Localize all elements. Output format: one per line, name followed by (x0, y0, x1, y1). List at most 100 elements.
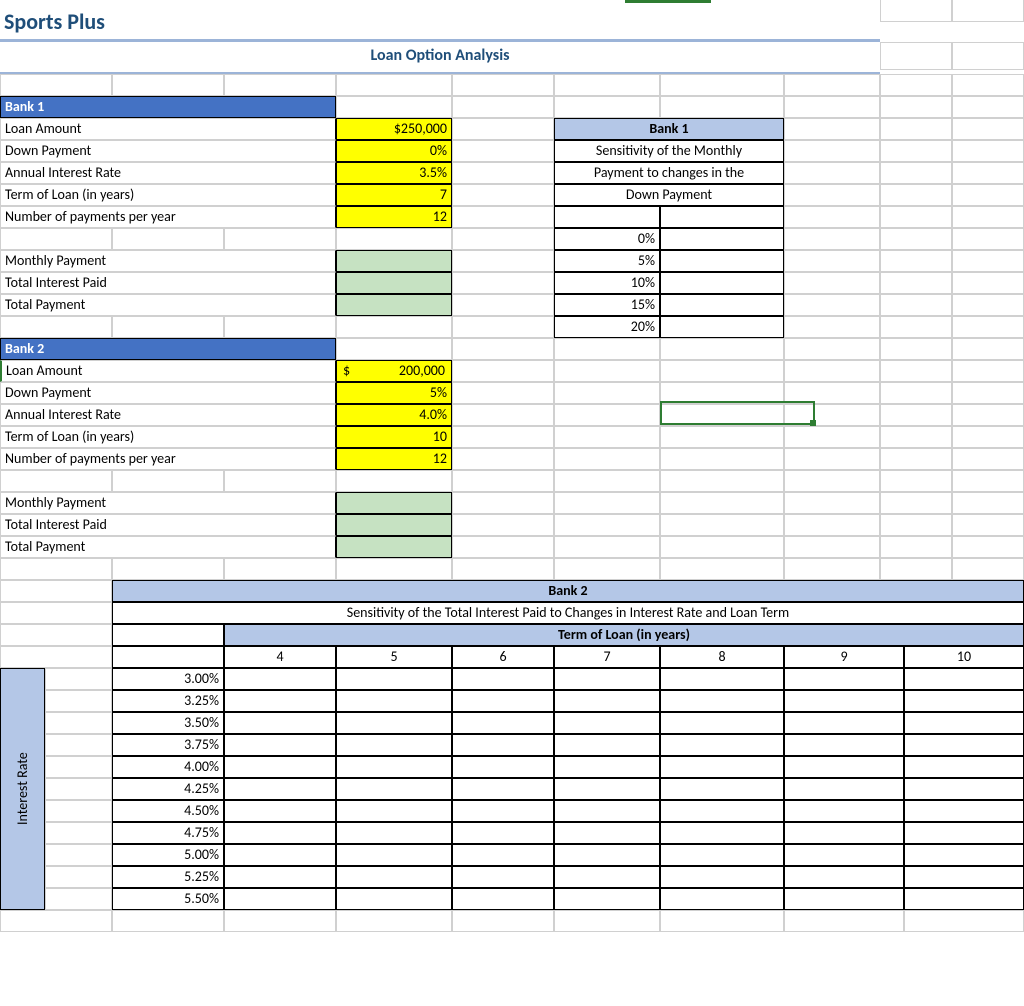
sens1-empty[interactable] (660, 206, 784, 228)
bank2-label[interactable]: Loan Amount (0, 360, 336, 382)
sens2-value[interactable] (784, 800, 904, 822)
blank-cell[interactable] (452, 316, 554, 338)
sens2-value[interactable] (660, 822, 784, 844)
sens2-value[interactable] (452, 844, 554, 866)
blank-cell[interactable] (880, 492, 952, 514)
bank2-value[interactable]: 12 (336, 448, 452, 470)
sens2-rate[interactable]: 3.00% (112, 668, 224, 690)
bank2-value[interactable]: 10 (336, 426, 452, 448)
blank-cell[interactable] (660, 492, 784, 514)
blank-cell[interactable] (952, 360, 1024, 382)
sens1-empty[interactable] (554, 206, 660, 228)
sens2-value[interactable] (660, 756, 784, 778)
blank-cell[interactable] (952, 140, 1024, 162)
blank-cell[interactable] (45, 734, 112, 756)
sens2-term[interactable]: 10 (904, 646, 1024, 668)
sens2-value[interactable] (660, 712, 784, 734)
sens1-desc-line[interactable]: Down Payment (554, 184, 784, 206)
bank2-value[interactable]: $200,000 (336, 360, 452, 382)
blank-cell[interactable] (554, 338, 660, 360)
sens2-value[interactable] (336, 690, 452, 712)
blank-cell[interactable] (784, 74, 880, 96)
blank-cell[interactable] (660, 448, 784, 470)
sens2-value[interactable] (336, 844, 452, 866)
bank1-output-label[interactable]: Total Interest Paid (0, 272, 336, 294)
blank-cell[interactable] (660, 426, 784, 448)
sens2-value[interactable] (904, 668, 1024, 690)
blank-cell[interactable] (336, 316, 452, 338)
blank-cell[interactable] (952, 492, 1024, 514)
blank-cell[interactable] (880, 140, 952, 162)
blank-cell[interactable] (880, 162, 952, 184)
blank-cell[interactable] (224, 470, 336, 492)
sens1-rate[interactable]: 20% (554, 316, 660, 338)
bank1-output-value[interactable] (336, 250, 452, 272)
sens2-rate[interactable]: 5.50% (112, 888, 224, 910)
bank2-label[interactable]: Annual Interest Rate (0, 404, 336, 426)
blank-cell[interactable] (784, 558, 880, 580)
blank-cell[interactable] (554, 514, 660, 536)
bank1-value[interactable]: 7 (336, 184, 452, 206)
bank1-label[interactable]: Number of payments per year (0, 206, 336, 228)
sens2-value[interactable] (452, 690, 554, 712)
sens2-value[interactable] (554, 756, 660, 778)
blank-cell[interactable] (880, 250, 952, 272)
blank-cell[interactable] (880, 404, 952, 426)
sens2-rate[interactable]: 5.25% (112, 866, 224, 888)
sens2-value[interactable] (660, 668, 784, 690)
sens2-value[interactable] (554, 866, 660, 888)
blank-cell[interactable] (952, 294, 1024, 316)
blank-cell[interactable] (112, 316, 224, 338)
sens2-value[interactable] (336, 668, 452, 690)
blank-cell[interactable] (554, 426, 660, 448)
blank-cell[interactable] (554, 404, 660, 426)
sens1-desc-line[interactable]: Payment to changes in the (554, 162, 784, 184)
blank-cell[interactable] (0, 558, 112, 580)
blank-cell[interactable] (452, 910, 554, 932)
sens1-value[interactable] (660, 294, 784, 316)
sens2-value[interactable] (452, 800, 554, 822)
sens1-title[interactable]: Bank 1 (554, 118, 784, 140)
blank-cell[interactable] (880, 118, 952, 140)
sens2-value[interactable] (224, 800, 336, 822)
blank-cell[interactable] (45, 822, 112, 844)
sens2-value[interactable] (660, 690, 784, 712)
sens2-value[interactable] (336, 866, 452, 888)
sens2-value[interactable] (904, 800, 1024, 822)
sens2-value[interactable] (904, 734, 1024, 756)
blank-cell[interactable] (45, 690, 112, 712)
blank-cell[interactable] (952, 470, 1024, 492)
sens2-value[interactable] (904, 822, 1024, 844)
sens2-value[interactable] (904, 778, 1024, 800)
blank-cell[interactable] (784, 118, 880, 140)
blank-cell[interactable] (554, 536, 660, 558)
blank-cell[interactable] (554, 382, 660, 404)
bank1-label[interactable]: Loan Amount (0, 118, 336, 140)
bank2-label[interactable]: Down Payment (0, 382, 336, 404)
blank-cell[interactable] (660, 558, 784, 580)
sens2-rate-header[interactable]: Interest Rate (0, 668, 45, 910)
blank-cell[interactable] (45, 800, 112, 822)
sens2-value[interactable] (336, 800, 452, 822)
blank-cell[interactable] (784, 162, 880, 184)
sens2-value[interactable] (224, 822, 336, 844)
sens2-value[interactable] (784, 712, 904, 734)
blank-cell[interactable] (880, 426, 952, 448)
sens2-value[interactable] (452, 712, 554, 734)
blank-cell[interactable] (452, 382, 554, 404)
bank1-label[interactable]: Term of Loan (in years) (0, 184, 336, 206)
blank-cell[interactable] (336, 74, 452, 96)
blank-cell[interactable] (336, 228, 452, 250)
blank-cell[interactable] (336, 338, 452, 360)
blank-cell[interactable] (336, 96, 452, 118)
bank1-value[interactable]: 3.5% (336, 162, 452, 184)
blank-cell[interactable] (0, 646, 112, 668)
sens2-value[interactable] (660, 888, 784, 910)
sens1-rate[interactable]: 15% (554, 294, 660, 316)
blank-cell[interactable] (452, 228, 554, 250)
sens2-value[interactable] (660, 778, 784, 800)
sens2-value[interactable] (224, 734, 336, 756)
blank-cell[interactable] (0, 910, 112, 932)
sens2-value[interactable] (904, 888, 1024, 910)
sens2-rate[interactable]: 3.50% (112, 712, 224, 734)
